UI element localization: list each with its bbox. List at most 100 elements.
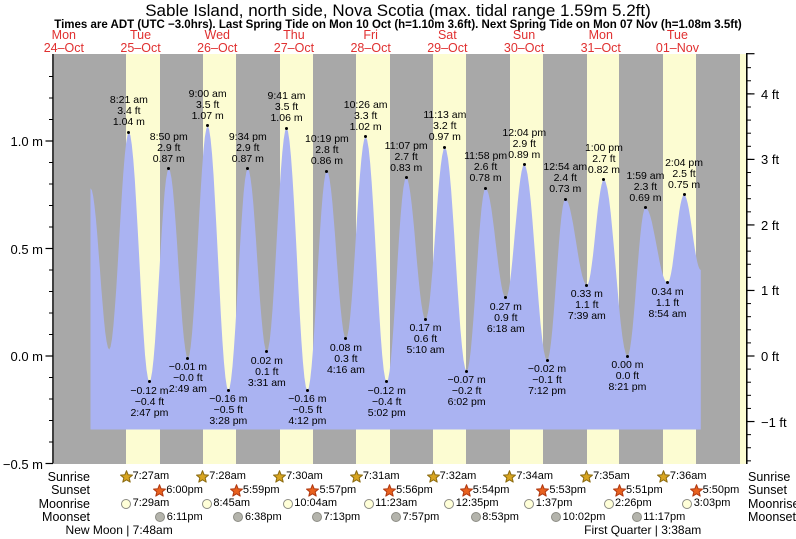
- tide-low-label-line: 2:49 am: [168, 383, 207, 396]
- y-axis-right-label: 0 ft: [761, 349, 780, 364]
- tide-high-label-line: 9:41 am: [267, 90, 306, 103]
- tide-high-label-line: 12:54 am: [543, 161, 588, 174]
- sunrise-time: 7:30am: [286, 470, 323, 482]
- moonset-time: 6:11pm: [166, 510, 203, 523]
- tide-high-label-line: 9:00 am: [188, 87, 227, 100]
- day-label-date: 01–Nov: [655, 41, 699, 55]
- day-label-date: 31–Oct: [580, 41, 621, 55]
- tide-high-label-line: 2.5 ft: [672, 167, 696, 180]
- day-label-dow: Wed: [204, 28, 230, 42]
- tide-high-label-line: 1.04 m: [112, 116, 145, 129]
- sunrise-icon: [426, 470, 440, 483]
- sunrise-icon: [196, 470, 210, 483]
- tide-low-label-line: −0.02 m: [527, 363, 567, 376]
- sunset-icon: [689, 483, 703, 497]
- y-axis-right-label: 2 ft: [761, 217, 780, 233]
- tide-low-label-line: 0.3 ft: [334, 352, 358, 365]
- tide-low-label-line: 0.00 m: [611, 359, 644, 371]
- tide-high-label-line: 3.3 ft: [353, 109, 378, 122]
- daylight-band: [740, 54, 747, 464]
- tide-low-label-line: 8:21 pm: [608, 381, 647, 393]
- sunset-icon: [612, 483, 626, 497]
- tide-high-label-line: 10:26 am: [343, 98, 388, 111]
- day-label-date: 29–Oct: [427, 41, 468, 55]
- tide-extreme-dot: [443, 145, 447, 149]
- moonset-time: 7:13pm: [323, 510, 361, 523]
- tide-extreme-dot: [484, 186, 488, 190]
- tide-low-label-line: 0.08 m: [329, 341, 362, 354]
- sunset-icon: [459, 483, 473, 497]
- sunrise-icon: [503, 470, 517, 483]
- tide-low-label-line: −0.07 m: [447, 374, 486, 387]
- tide-extreme-dot: [585, 283, 589, 287]
- tide-high-label-line: 2.7 ft: [394, 150, 418, 163]
- moonrise-icon: [201, 498, 212, 509]
- tide-extreme-dot: [325, 169, 329, 173]
- day-label-date: 28–Oct: [350, 41, 391, 55]
- tide-extreme-dot: [545, 358, 549, 362]
- y-axis-right-label: 4 ft: [761, 86, 780, 102]
- tide-high-label-line: 0.89 m: [508, 148, 541, 161]
- tide-high-label-line: 9:34 pm: [228, 130, 267, 143]
- sunrise-icon: [656, 470, 670, 483]
- tide-extreme-dot: [265, 350, 269, 354]
- tide-low-label-line: 0.33 m: [570, 288, 603, 301]
- tide-high-label-line: 3.4 ft: [117, 105, 141, 118]
- moonrise-time: 1:37pm: [535, 497, 573, 509]
- tide-low-label-line: 0.17 m: [409, 322, 442, 335]
- sunset-icon: [536, 483, 550, 497]
- tide-low-label-line: 6:02 pm: [447, 396, 486, 409]
- tide-high-label-line: 11:13 am: [423, 109, 467, 122]
- tide-extreme-dot: [522, 163, 526, 167]
- tide-extreme-dot: [602, 178, 606, 182]
- sunset-icon: [612, 483, 626, 497]
- sunset-time: 5:57pm: [319, 483, 357, 496]
- tide-low-label-line: 0.34 m: [651, 285, 684, 298]
- tide-high-label-line: 2.9 ft: [512, 137, 536, 150]
- tide-low-label-line: 0.6 ft: [413, 333, 438, 346]
- tide-extreme-dot: [643, 206, 647, 210]
- tide-high-label-line: 0.83 m: [390, 161, 423, 174]
- tide-low-label-line: 7:39 am: [567, 310, 606, 323]
- tide-high-label-line: 2.6 ft: [473, 161, 498, 174]
- tide-high-label-line: 1.06 m: [270, 112, 303, 125]
- day-label-date: 26–Oct: [197, 41, 238, 55]
- sunrise-icon: [196, 470, 210, 483]
- tide-extreme-dot: [344, 337, 348, 341]
- tide-low-label-line: −0.16 m: [288, 393, 327, 406]
- tide-low-label-line: −0.5 ft: [292, 404, 323, 417]
- sunrise-time: 7:32am: [439, 470, 477, 482]
- moonrise-icon: [524, 498, 535, 509]
- sunset-time: 5:54pm: [472, 483, 510, 496]
- sunset-icon: [153, 483, 167, 497]
- tide-extreme-dot: [465, 369, 469, 373]
- tide-high-label-line: 0.86 m: [310, 155, 343, 168]
- moonrise-icon: [603, 498, 614, 509]
- almanac-row-label-left: Sunset: [51, 483, 90, 497]
- tide-low-label-line: 1.1 ft: [575, 299, 599, 312]
- sunset-time: 5:51pm: [625, 483, 663, 496]
- tide-extreme-dot: [127, 130, 131, 134]
- moonset-icon: [312, 512, 322, 522]
- tide-high-label-line: 0.82 m: [587, 163, 620, 176]
- sunset-time: 5:50pm: [702, 483, 740, 496]
- tide-high-label-line: 1:00 pm: [584, 141, 623, 154]
- moonset-time: 6:38pm: [244, 510, 282, 523]
- sunrise-icon: [656, 470, 670, 483]
- almanac-row-label-left: Sunrise: [47, 469, 90, 484]
- day-label-dow: Fri: [363, 28, 378, 42]
- tide-low-label-line: 4:12 pm: [288, 415, 327, 428]
- sunset-icon: [459, 483, 473, 497]
- moonset-icon: [631, 512, 642, 522]
- y-axis-left-label: −0.5 m: [2, 456, 43, 472]
- almanac-row-label-right: Sunrise: [748, 469, 791, 484]
- tide-low-label-line: 1.1 ft: [655, 296, 680, 309]
- tide-low-label-line: 4:16 am: [326, 363, 365, 376]
- sunrise-time: 7:28am: [209, 470, 246, 482]
- sunset-icon: [689, 483, 703, 497]
- sunrise-icon: [119, 470, 133, 483]
- tide-extreme-dot: [246, 167, 250, 171]
- tide-high-label-line: 12:04 pm: [502, 126, 547, 139]
- moonrise-icon: [444, 498, 455, 509]
